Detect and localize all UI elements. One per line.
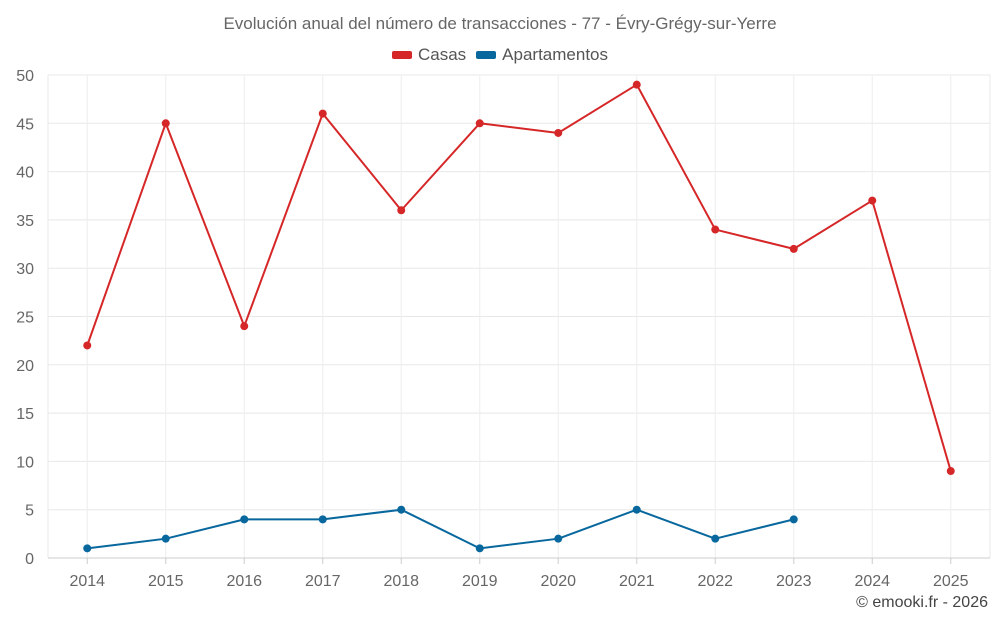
data-point-casas: [711, 225, 720, 234]
x-tick-label: 2025: [933, 573, 969, 590]
data-point-casas: [318, 109, 327, 118]
data-point-apartamentos: [554, 534, 563, 543]
x-tick-label: 2024: [854, 573, 890, 590]
data-point-apartamentos: [397, 505, 406, 514]
y-tick-label: 10: [16, 454, 34, 471]
data-point-apartamentos: [789, 515, 798, 524]
data-point-casas: [161, 119, 170, 128]
data-point-casas: [240, 322, 249, 331]
x-tick-label: 2019: [462, 573, 498, 590]
y-tick-label: 35: [16, 213, 34, 230]
y-tick-label: 30: [16, 261, 34, 278]
series-line-apartamentos: [87, 508, 794, 550]
legend-swatch-apartamentos: [476, 51, 497, 59]
x-tick-label: 2023: [776, 573, 812, 590]
legend-label-casas: Casas: [417, 45, 467, 64]
data-point-apartamentos: [240, 515, 249, 524]
data-point-casas: [632, 80, 641, 89]
data-point-apartamentos: [318, 515, 327, 524]
y-tick-label: 50: [16, 68, 34, 85]
y-tick-label: 20: [16, 358, 34, 375]
x-tick-label: 2017: [305, 573, 341, 590]
legend: Casas Apartamentos: [0, 45, 1000, 65]
data-point-casas: [83, 341, 92, 350]
series: [83, 80, 955, 553]
y-tick-label: 25: [16, 310, 34, 327]
data-point-casas: [397, 206, 406, 215]
data-point-apartamentos: [711, 534, 720, 543]
data-point-apartamentos: [161, 534, 170, 543]
data-point-casas: [868, 196, 877, 205]
x-tick-label: 2022: [697, 573, 733, 590]
legend-item-apartamentos[interactable]: Apartamentos: [476, 45, 608, 65]
data-point-apartamentos: [83, 544, 92, 553]
data-point-casas: [789, 244, 798, 253]
data-point-apartamentos: [632, 505, 641, 514]
x-tick-label: 2018: [383, 573, 419, 590]
y-tick-label: 0: [25, 551, 34, 568]
x-tick-label: 2015: [148, 573, 184, 590]
x-tick-label: 2016: [226, 573, 262, 590]
credit: © emooki.fr - 2026: [856, 594, 988, 611]
chart-title: Evolución anual del número de transaccio…: [223, 14, 777, 33]
x-tick-label: 2021: [619, 573, 655, 590]
y-tick-label: 40: [16, 165, 34, 182]
y-tick-label: 5: [25, 503, 34, 520]
y-tick-label: 45: [16, 116, 34, 133]
data-point-casas: [475, 119, 484, 128]
y-tick-label: 15: [16, 406, 34, 423]
data-point-casas: [946, 467, 955, 476]
x-tick-label: 2014: [69, 573, 105, 590]
legend-item-casas[interactable]: Casas: [391, 45, 467, 65]
data-point-casas: [554, 128, 563, 137]
data-point-apartamentos: [475, 544, 484, 553]
legend-label-apartamentos: Apartamentos: [502, 45, 609, 64]
legend-swatch-casas: [391, 51, 412, 59]
grid: [47, 74, 991, 559]
series-line-casas: [86, 83, 952, 472]
x-tick-label: 2020: [540, 573, 576, 590]
